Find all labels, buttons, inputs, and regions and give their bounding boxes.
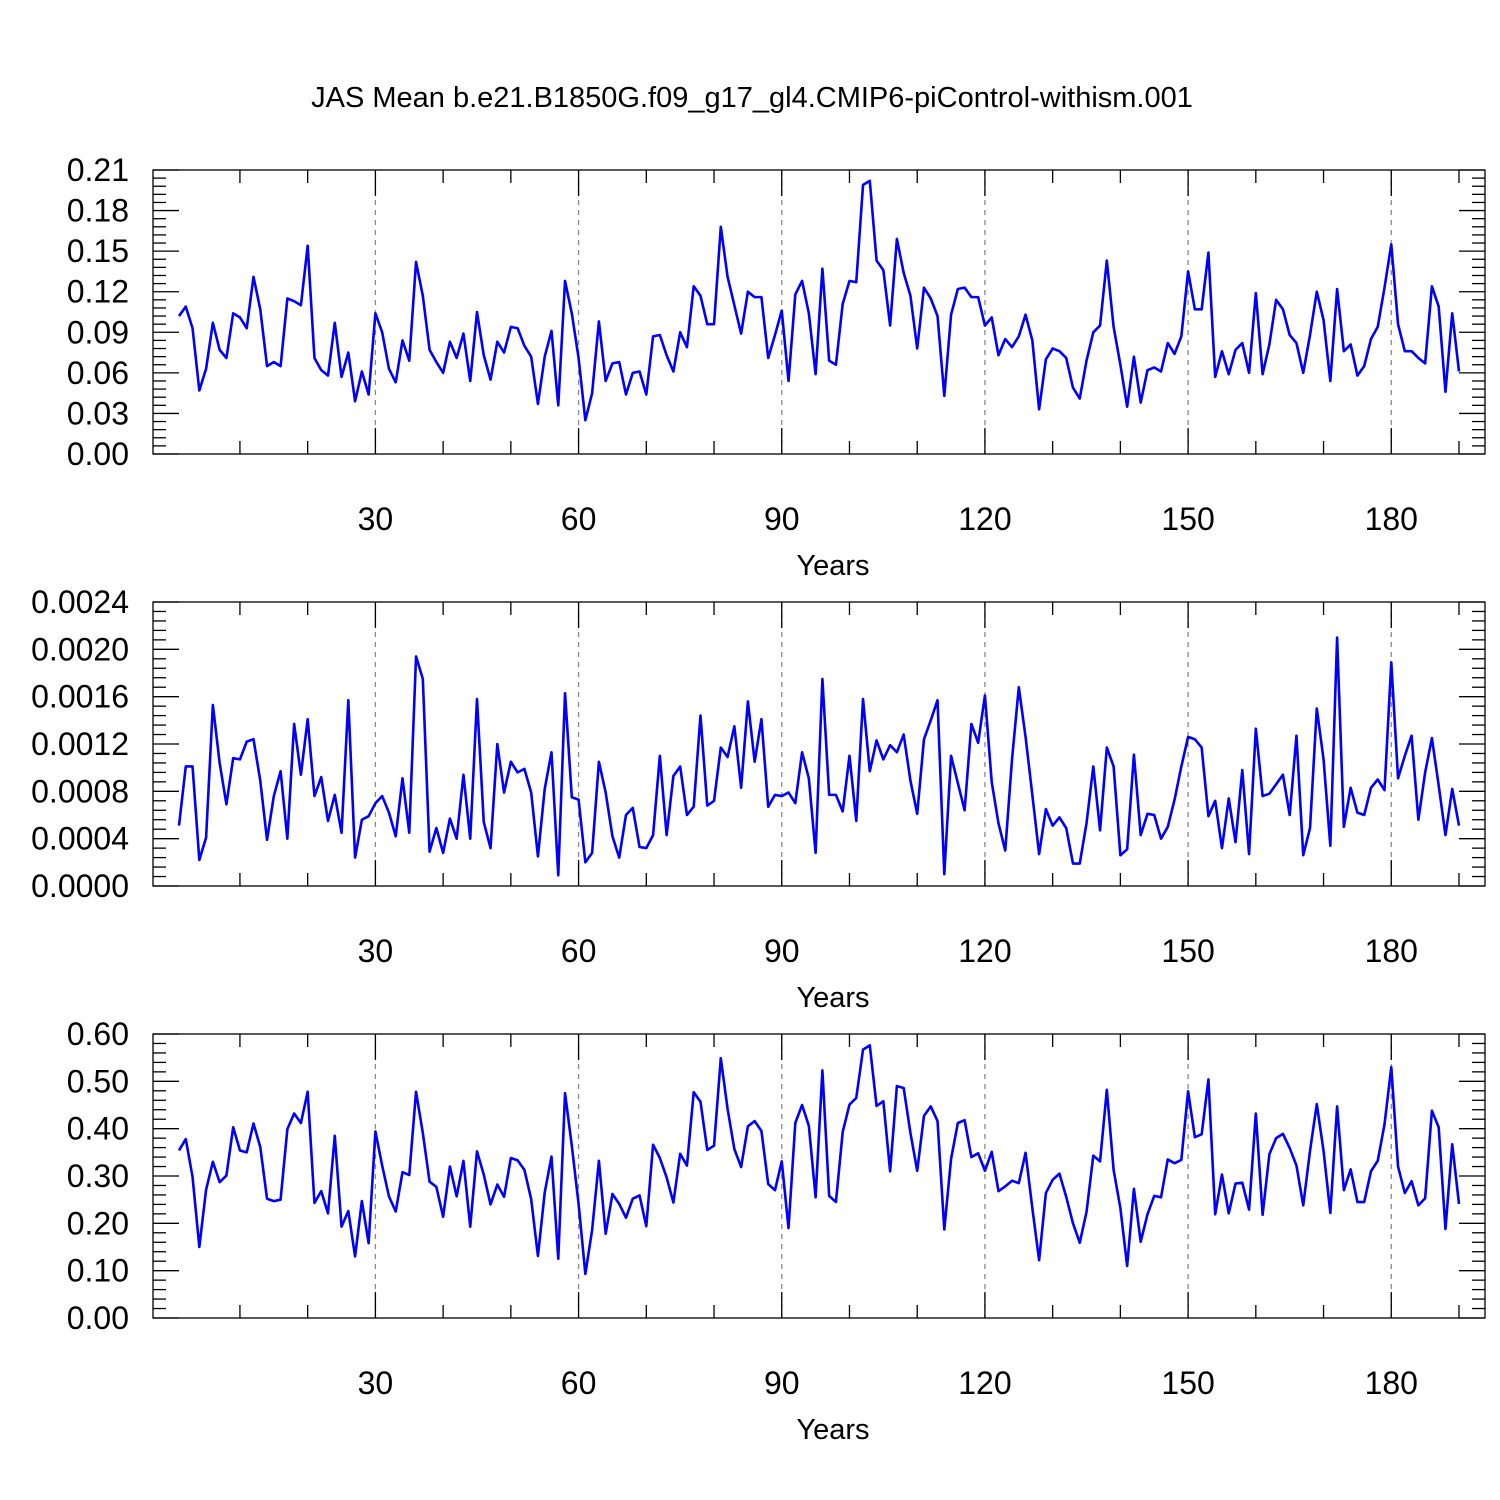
ice-area-xtick-label: 180 (1365, 1365, 1418, 1401)
ice-volume-series-line (177, 179, 1461, 422)
snow-volume-ytick-label: 0.0004 (31, 821, 129, 857)
ice-area-xtick-label: 150 (1161, 1365, 1214, 1401)
ice-volume-ylabel-sup2: 3 (15, 159, 35, 169)
ice-volume-yaxis-title: GIN Ice Volume 1013 m3 (15, 159, 50, 465)
ice-area-xtick-label: 90 (764, 1365, 800, 1401)
snow-volume-ytick-label: 0.0024 (31, 584, 129, 620)
snow-volume-ytick-label: 0.0016 (31, 679, 129, 715)
snow-volume-xtick-label: 90 (764, 933, 800, 969)
ice-area-ytick-label: 0.50 (67, 1063, 129, 1099)
ice-area-ylabel-text: GIN Ice Area 10 (18, 1104, 50, 1310)
ice-volume-xtick-label: 60 (561, 501, 597, 537)
ice-area-panel: 0.00 0.10 0.20 0.30 0.40 0.50 0.60 30 60 90 120 150… (15, 1016, 1486, 1446)
ice-volume-ytick-label: 0.12 (67, 274, 129, 310)
ice-volume-ytick-label: 0.15 (67, 233, 129, 269)
chart-title: JAS Mean b.e21.B1850G.f09_g17_gl4.CMIP6-… (311, 82, 1193, 114)
ice-volume-xtick-label: 90 (764, 501, 800, 537)
ice-area-yaxis-title: GIN Ice Area 1012 m2 (15, 1042, 50, 1311)
ice-area-xtick-label: 30 (358, 1365, 394, 1401)
ice-volume-frame (152, 169, 1486, 455)
ice-volume-ylabel-text: GIN Ice Volume 10 (18, 221, 50, 464)
ice-volume-xtick-label: 30 (358, 501, 394, 537)
ice-volume-ylabel-unit: m (18, 169, 50, 201)
snow-volume-xtick-label: 120 (958, 933, 1011, 969)
panels: 0.00 0.03 0.06 0.09 0.12 0.15 0.18 0.21 30 60 90 12… (15, 152, 1486, 1446)
ice-area-ylabel-sup2: 2 (15, 1042, 35, 1052)
ice-area-xtick-label: 120 (958, 1365, 1011, 1401)
snow-volume-panel: 0.0000 0.0004 0.0008 0.0012 0.0016 0.0020 0.00… (15, 574, 1486, 1014)
ice-area-ytick-label: 0.20 (67, 1205, 129, 1241)
ice-volume-ytick-label: 0.09 (67, 314, 129, 350)
ice-volume-ytick-label: 0.21 (67, 152, 129, 188)
snow-volume-xtick-label: 60 (561, 933, 597, 969)
ice-area-ylabel-unit: m (18, 1052, 50, 1084)
ice-volume-xaxis-title: Years (796, 550, 869, 582)
ice-area-ytick-label: 0.00 (67, 1300, 129, 1336)
snow-volume-xaxis-title: Years (796, 982, 869, 1014)
ice-volume-ytick-label: 0.00 (67, 436, 129, 472)
snow-volume-xtick-label: 30 (358, 933, 394, 969)
snow-volume-ytick-label: 0.0020 (31, 631, 129, 667)
snow-volume-xtick-label: 180 (1365, 933, 1418, 969)
ice-volume-xtick-label: 120 (958, 501, 1011, 537)
ice-volume-ytick-label: 0.03 (67, 395, 129, 431)
ice-area-ytick-label: 0.30 (67, 1158, 129, 1194)
snow-volume-ytick-label: 0.0008 (31, 773, 129, 809)
ice-volume-xtick-label: 150 (1161, 501, 1214, 537)
snow-volume-ytick-label: 0.0000 (31, 868, 129, 904)
ice-volume-ytick-label: 0.06 (67, 355, 129, 391)
ice-area-xtick-label: 60 (561, 1365, 597, 1401)
ice-area-ytick-label: 0.60 (67, 1016, 129, 1052)
snow-volume-series-line (177, 636, 1461, 877)
ice-area-series-line (177, 1044, 1461, 1276)
ice-area-ylabel-sup1: 12 (15, 1084, 35, 1104)
snow-volume-xtick-label: 150 (1161, 933, 1214, 969)
ice-area-xaxis-title: Years (796, 1414, 869, 1446)
ice-volume-xtick-label: 180 (1365, 501, 1418, 537)
ice-volume-panel: 0.00 0.03 0.06 0.09 0.12 0.15 0.18 0.21 30 60 90 12… (15, 152, 1486, 582)
ice-area-frame (152, 1033, 1486, 1319)
ice-area-ytick-label: 0.10 (67, 1253, 129, 1289)
ice-volume-ylabel-sup1: 13 (15, 201, 35, 221)
ice-area-ytick-label: 0.40 (67, 1111, 129, 1147)
snow-volume-ytick-label: 0.0012 (31, 726, 129, 762)
ice-volume-ytick-label: 0.18 (67, 193, 129, 229)
snow-volume-ylabel-sup2: 3 (15, 574, 35, 584)
